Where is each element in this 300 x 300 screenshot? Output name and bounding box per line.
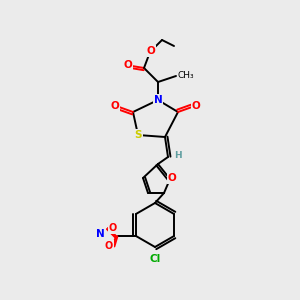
Text: H: H	[174, 151, 182, 160]
Text: O: O	[147, 46, 155, 56]
Text: N: N	[96, 229, 104, 239]
Text: O: O	[124, 60, 132, 70]
Text: O: O	[109, 223, 117, 233]
Text: O: O	[105, 241, 113, 251]
Text: Cl: Cl	[149, 254, 161, 264]
Text: S: S	[134, 130, 142, 140]
Text: O: O	[192, 101, 200, 111]
Text: O: O	[168, 173, 176, 183]
Text: O: O	[111, 101, 119, 111]
Text: CH₃: CH₃	[178, 71, 195, 80]
Text: N: N	[154, 95, 162, 105]
